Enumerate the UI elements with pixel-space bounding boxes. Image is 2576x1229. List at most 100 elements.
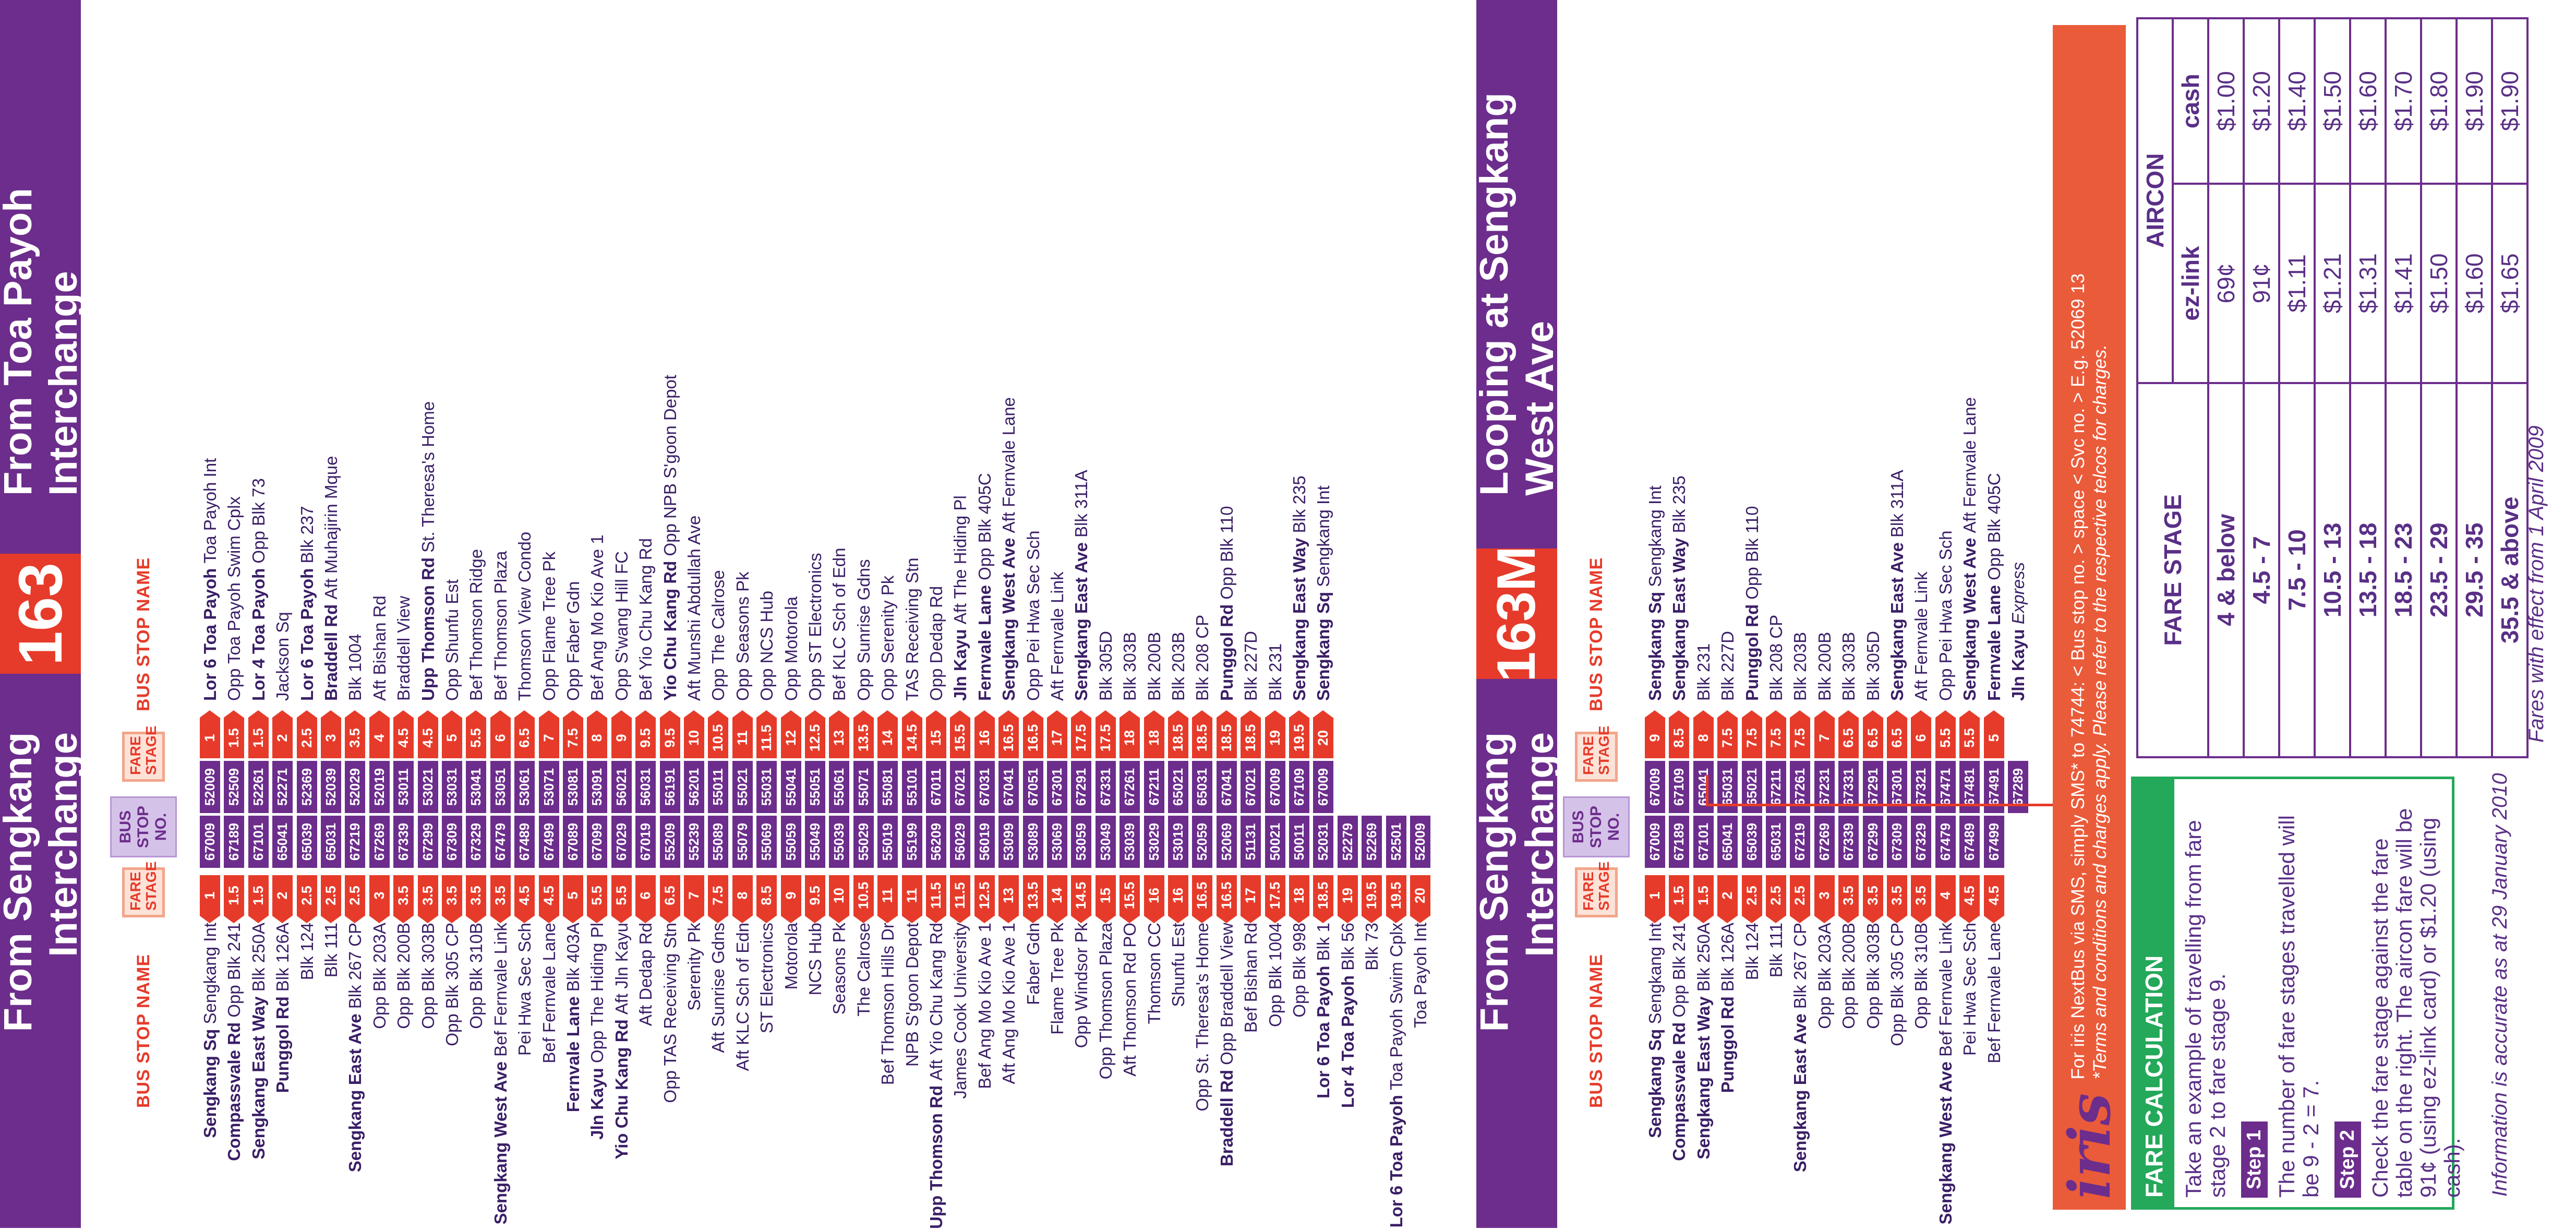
stop-row: Opp Blk 310B 3.5 67329 53041 5.5 Bef Thomson …: [464, 0, 488, 1228]
stop-name: Opp Blk 1004: [1265, 923, 1285, 1027]
right-bus-stop-no: 67021: [1241, 761, 1261, 813]
fare-table-cash-header: cash: [2173, 18, 2208, 184]
right-stop-label: Blk 1004: [343, 634, 367, 701]
step-2-label: Step 2: [2334, 1121, 2361, 1198]
left-bus-stop-no: 55069: [756, 816, 777, 868]
left-stop-label: Opp Blk 998: [1287, 923, 1311, 1018]
right-stop-label: Bef Ang Mo Kio Ave 1: [585, 534, 609, 701]
left-stop-label: Faber Gdn: [1021, 923, 1045, 1005]
stop-row: Shunfu Est 16 53019 65021 18.5 Blk 203B: [1166, 0, 1190, 1228]
route-163m-band: From Sengkang Interchange 163M Looping a…: [1472, 0, 1562, 1228]
road-name: Yio Chu Kang Rd: [611, 1015, 631, 1160]
stop-name: Bef Fernvale Lane: [1984, 923, 2004, 1064]
left-bus-stop-no: 55079: [732, 816, 753, 868]
left-fare-stage: 3.5: [442, 875, 462, 916]
right-stop-label: Opp Faber Gdn: [561, 581, 585, 701]
road-name: Jln Kayu: [587, 1063, 607, 1140]
left-fare-stage: 16: [1168, 875, 1188, 916]
stop-name: Bef Thomson Plaza: [490, 551, 510, 701]
stop-name: Thomson View Condo: [515, 531, 535, 701]
route-163m-dest-title: Looping at Sengkang West Ave: [1472, 92, 1562, 496]
stop-name: Blk 250A: [1693, 923, 1713, 992]
left-stop-label: Bef Ang Mo Kio Ave 1: [973, 923, 996, 1089]
left-fare-stage: 2.5: [345, 875, 366, 916]
left-bus-stop-no: 67101: [248, 816, 269, 868]
iris-logo: iris: [2055, 1093, 2123, 1199]
left-stop-label: Aft Thomson Rd PO: [1118, 923, 1141, 1077]
road-name: Sengkang East Way: [1669, 533, 1689, 701]
right-fare-stage: 9: [1645, 718, 1665, 758]
road-name: Lor 6 Toa Payoh: [1314, 961, 1333, 1099]
right-bus-stop-no: 67331: [1095, 761, 1116, 813]
left-bus-stop-no: 67309: [1887, 816, 1907, 868]
stop-name: Aft KLC Sch of Edn: [732, 923, 752, 1071]
left-bus-stop-no: 52031: [1313, 816, 1334, 868]
left-stop-label: Compassvale Rd Opp Blk 241: [1667, 923, 1691, 1161]
left-bus-stop-no: 67009: [200, 816, 220, 868]
fare-table-row: 7.5 - 10 $1.11 $1.40: [2279, 18, 2315, 757]
left-stop-label: Motorola: [779, 923, 803, 989]
right-fare-stage: 17: [1047, 718, 1067, 758]
left-fare-stage: 1: [200, 875, 220, 916]
stop-name: Opp Seasons Pk: [732, 571, 752, 701]
fare-ezlink-value: $1.31: [2350, 184, 2386, 383]
stop-name: Toa Payoh Swim Cplx: [1386, 923, 1406, 1090]
left-stop-label: Punggol Rd Blk 126A: [271, 923, 294, 1093]
right-bus-stop-no: 55071: [853, 761, 874, 813]
road-name: Sengkang West Ave: [1935, 1056, 1955, 1225]
left-fare-stage: 19.5: [1362, 875, 1382, 916]
stop-name: Aft Jln Kayu: [611, 923, 631, 1015]
road-name: Punggol Rd: [1217, 599, 1236, 701]
left-bus-stop-no: 55049: [805, 816, 825, 868]
fare-cash-value: $1.20: [2244, 18, 2279, 184]
stop-row: Aft Sunrise Gdns 7.5 55089 55011 10.5 Opp The…: [706, 0, 730, 1228]
stop-row: Opp Thomson Plaza 15 53049 67331 17.5 Blk 305…: [1094, 0, 1117, 1228]
right-bus-stop-no: 53031: [442, 761, 462, 813]
left-stop-label: Yio Chu Kang Rd Aft Jln Kayu: [610, 923, 633, 1160]
left-fare-stage: 2.5: [1766, 875, 1786, 916]
right-stop-label: Opp Sunrise Gdns: [852, 559, 875, 701]
right-bus-stop-no: 53091: [587, 761, 608, 813]
left-fare-stage: 5.5: [611, 875, 632, 916]
stop-name: Toa Payoh Int: [200, 458, 220, 564]
stop-row: Motorola 9 55059 55041 12 Opp Motorola: [779, 0, 803, 1228]
left-bus-stop-no: 67219: [1790, 816, 1811, 868]
stop-row: Jln Kayu Opp The Hiding Pl 5.5 67099 53091 8…: [585, 0, 609, 1228]
left-stop-label: Opp St. Theresa's Home: [1190, 923, 1214, 1112]
left-bus-stop-no: 56209: [926, 816, 946, 868]
right-fare-stage: 8: [587, 718, 608, 758]
stop-name: Aft Ang Mo Kio Ave 1: [999, 923, 1019, 1084]
left-stop-label: Opp Blk 200B: [1837, 923, 1860, 1029]
right-fare-stage: 6: [490, 718, 511, 758]
right-stop-label: Sengkang Sq Sengkang Int: [1643, 485, 1667, 701]
stop-name: Aft Fernvale Link: [1911, 571, 1931, 701]
stop-name: Opp NPB S'goon Depot: [660, 375, 680, 556]
road-name: Sengkang Sq: [200, 1024, 220, 1138]
road-name: Sengkang East Way: [1290, 533, 1309, 701]
route-163-number: 163: [0, 554, 81, 674]
iris-sms-instructions: For iris NextBus via SMS, simply SMS* to…: [2068, 273, 2088, 1080]
right-fare-stage: 7.5: [1790, 718, 1811, 758]
fare-cash-value: $1.00: [2208, 18, 2244, 184]
right-stop-label: Opp Motorola: [779, 596, 803, 701]
stop-name: Blk 303B: [1120, 631, 1140, 701]
left-bus-stop-no: 55029: [853, 816, 874, 868]
stop-name: Bef Ang Mo Kio Ave 1: [587, 534, 607, 701]
left-fare-stage: 3.5: [1911, 875, 1932, 916]
stop-row: Pei Hwa Sec Sch 4.5 67489 53061 6.5 Thomson V…: [513, 0, 536, 1228]
left-bus-stop-no: 53019: [1168, 816, 1188, 868]
right-stop-label: Opp Shunfu Est: [440, 579, 464, 701]
stop-name: Blk 1: [1314, 923, 1333, 961]
stop-row: Punggol Rd Blk 126A 2 65041 52271 2 Jackson S…: [271, 0, 294, 1228]
stop-name: Blk 126A: [1718, 923, 1738, 992]
stop-name: Blk 200B: [1814, 631, 1834, 701]
stop-name: Bef Fernvale Lane: [539, 923, 559, 1064]
left-stop-label: James Cook University: [948, 923, 972, 1099]
road-name: Braddell Rd: [1217, 1065, 1236, 1167]
stop-row: Opp Blk 203A 3 67269 52019 4 Aft Bishan Rd: [368, 0, 391, 1228]
left-stop-label: Jln Kayu Opp The Hiding Pl: [585, 923, 609, 1140]
left-stop-label: Sengkang Sq Sengkang Int: [1643, 923, 1667, 1138]
right-fare-stage: 17.5: [1071, 718, 1092, 758]
stop-row: Sengkang East Way Blk 250A 1.5 67101 52261 1…: [247, 0, 270, 1228]
